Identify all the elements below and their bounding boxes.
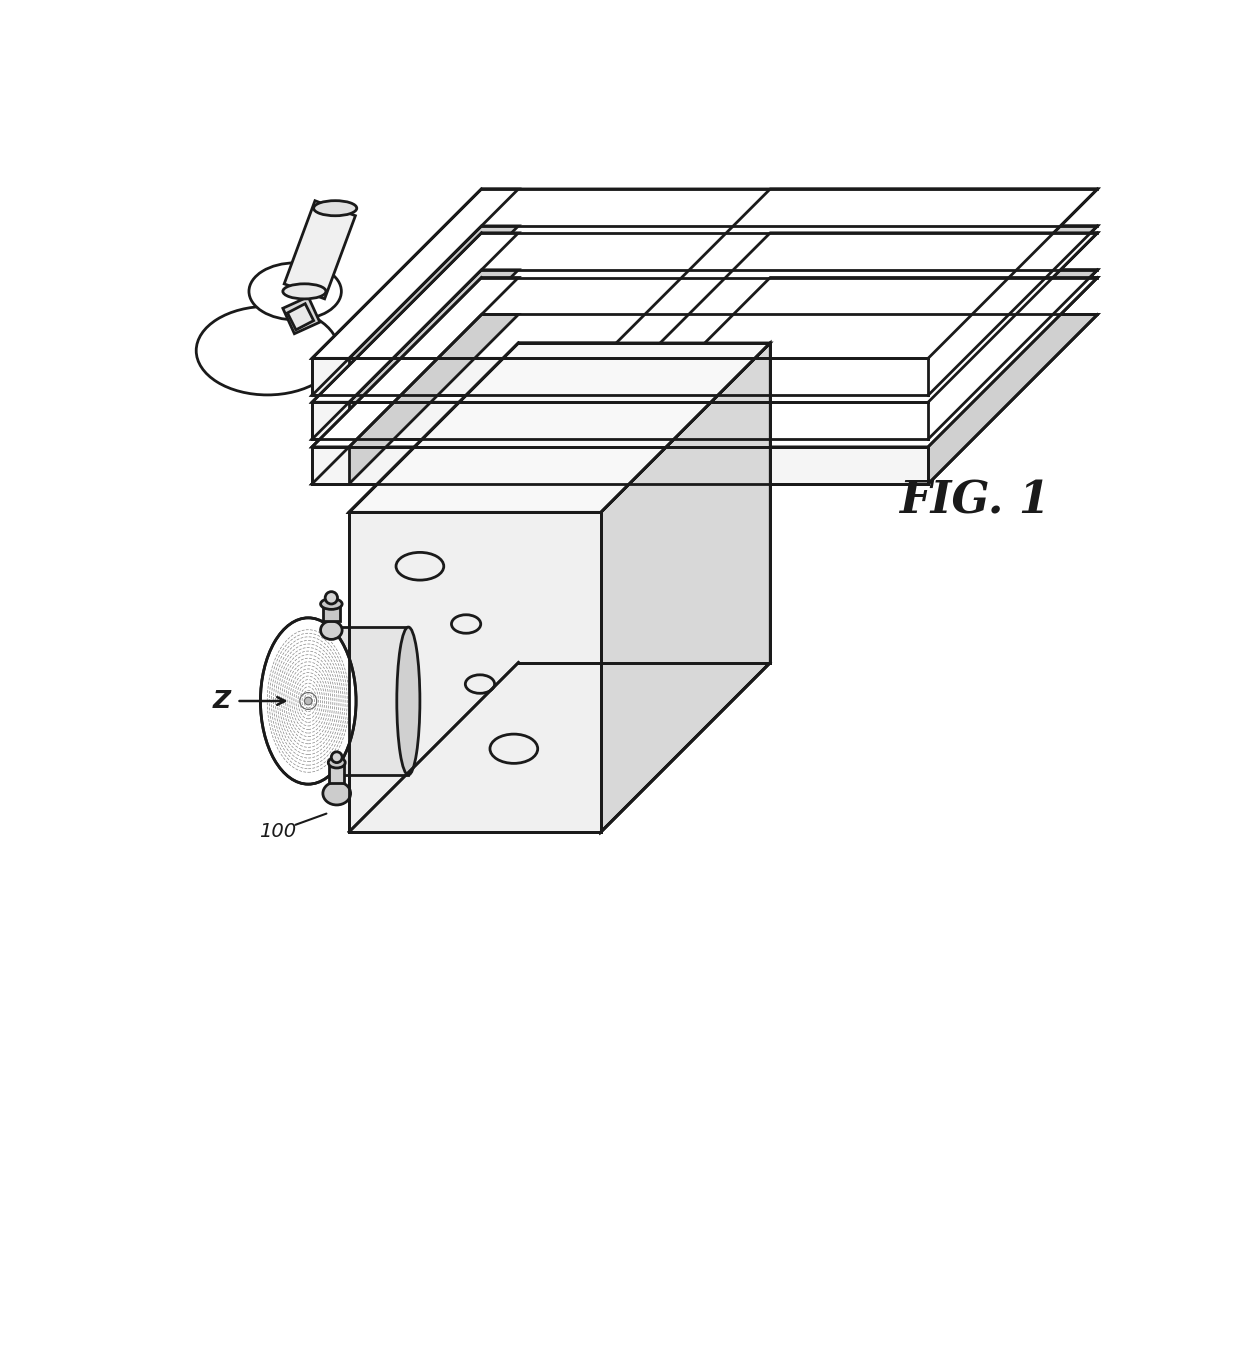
Polygon shape <box>312 270 1097 439</box>
Ellipse shape <box>249 263 341 320</box>
Polygon shape <box>350 343 770 513</box>
Ellipse shape <box>314 201 357 216</box>
Ellipse shape <box>196 306 339 396</box>
Text: FIG. 1: FIG. 1 <box>899 479 1050 522</box>
Polygon shape <box>601 447 928 483</box>
Polygon shape <box>312 225 1097 396</box>
Polygon shape <box>312 315 518 483</box>
Polygon shape <box>284 201 356 298</box>
Polygon shape <box>601 343 770 832</box>
Polygon shape <box>309 628 408 775</box>
Polygon shape <box>322 603 340 621</box>
Polygon shape <box>312 447 928 483</box>
Ellipse shape <box>283 284 326 298</box>
Polygon shape <box>312 402 928 439</box>
Ellipse shape <box>490 734 538 763</box>
Polygon shape <box>312 358 350 396</box>
Ellipse shape <box>260 618 356 784</box>
Polygon shape <box>312 278 1097 447</box>
Ellipse shape <box>329 757 345 768</box>
Polygon shape <box>312 402 350 439</box>
Ellipse shape <box>321 621 342 640</box>
Text: Z: Z <box>212 688 231 713</box>
Polygon shape <box>283 297 320 333</box>
Polygon shape <box>601 315 1097 483</box>
Polygon shape <box>601 358 928 396</box>
Polygon shape <box>312 232 518 402</box>
Polygon shape <box>288 304 314 329</box>
Polygon shape <box>601 402 928 439</box>
Polygon shape <box>312 358 928 396</box>
Polygon shape <box>601 343 770 832</box>
Ellipse shape <box>451 614 481 633</box>
Polygon shape <box>312 225 518 396</box>
Polygon shape <box>350 513 601 832</box>
Ellipse shape <box>465 675 495 694</box>
Polygon shape <box>601 189 1097 358</box>
Polygon shape <box>350 513 601 832</box>
Polygon shape <box>601 278 1097 447</box>
Ellipse shape <box>325 591 337 603</box>
Polygon shape <box>312 232 1097 402</box>
Polygon shape <box>312 447 350 483</box>
Polygon shape <box>312 270 518 439</box>
Ellipse shape <box>322 782 351 805</box>
Polygon shape <box>312 189 1097 358</box>
Polygon shape <box>312 278 518 447</box>
Polygon shape <box>312 315 1097 483</box>
Polygon shape <box>601 270 1097 439</box>
Ellipse shape <box>321 598 342 609</box>
Polygon shape <box>350 343 770 513</box>
Text: 100: 100 <box>259 822 296 841</box>
Polygon shape <box>350 513 601 832</box>
Polygon shape <box>601 225 1097 396</box>
Polygon shape <box>329 763 345 783</box>
Ellipse shape <box>304 697 312 705</box>
Polygon shape <box>312 189 518 358</box>
Ellipse shape <box>396 552 444 580</box>
Polygon shape <box>601 232 1097 402</box>
Polygon shape <box>350 343 770 513</box>
Polygon shape <box>601 343 770 832</box>
Ellipse shape <box>397 628 420 775</box>
Ellipse shape <box>331 752 342 763</box>
